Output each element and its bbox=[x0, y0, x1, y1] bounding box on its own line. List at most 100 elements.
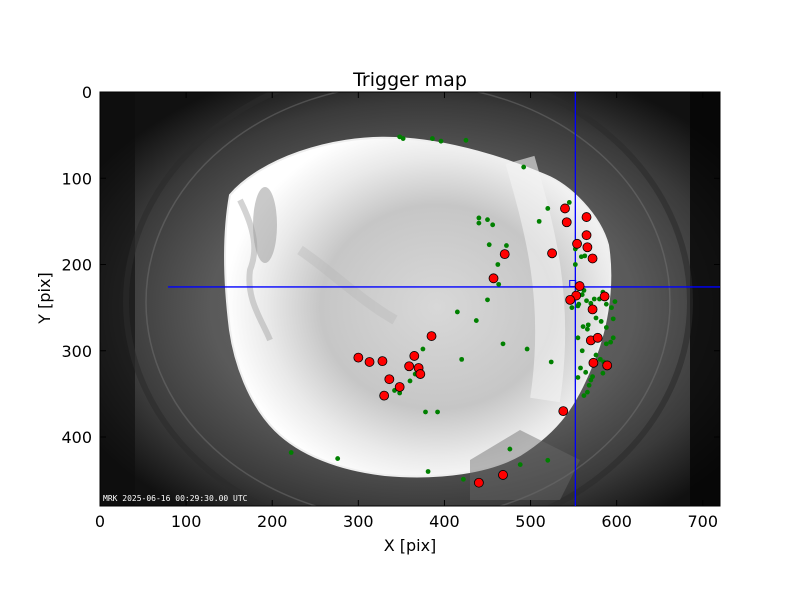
x-axis: 0 100 200 300 400 500 600 700 bbox=[95, 92, 718, 531]
green-detection-series bbox=[288, 134, 618, 482]
green-detection-point bbox=[524, 346, 530, 352]
green-detection-point bbox=[429, 136, 435, 141]
sky-image bbox=[100, 92, 720, 506]
red-trigger-point bbox=[426, 331, 437, 341]
y-axis: 0 100 200 300 400 bbox=[61, 83, 720, 447]
green-detection-point bbox=[608, 339, 614, 345]
green-detection-point bbox=[575, 303, 581, 309]
red-trigger-point bbox=[572, 238, 582, 249]
x-tick-label: 700 bbox=[688, 512, 719, 531]
green-detection-point bbox=[545, 457, 551, 463]
green-detection-point bbox=[400, 136, 406, 141]
green-detection-point bbox=[575, 335, 581, 341]
chart-title: Trigger map bbox=[352, 69, 467, 91]
green-detection-point bbox=[603, 341, 609, 347]
red-trigger-point bbox=[488, 273, 499, 284]
green-detection-point bbox=[584, 298, 589, 304]
green-detection-point bbox=[581, 393, 587, 398]
green-detection-point bbox=[548, 359, 554, 365]
y-tick-label: 0 bbox=[82, 83, 92, 102]
green-detection-point bbox=[583, 369, 589, 375]
red-trigger-point bbox=[384, 374, 395, 385]
green-detection-point bbox=[420, 346, 426, 352]
red-trigger-point bbox=[582, 242, 593, 253]
x-axis-label: X [pix] bbox=[384, 536, 437, 555]
green-detection-point bbox=[521, 164, 527, 170]
green-detection-point bbox=[575, 375, 581, 380]
green-detection-point bbox=[579, 348, 585, 354]
green-detection-point bbox=[610, 316, 616, 322]
green-detection-point bbox=[397, 390, 403, 396]
green-detection-point bbox=[486, 242, 492, 248]
red-trigger-point bbox=[498, 470, 508, 480]
plot-frame bbox=[99, 91, 721, 507]
green-detection-point bbox=[476, 215, 482, 221]
red-trigger-point bbox=[353, 352, 364, 363]
green-detection-point bbox=[335, 456, 341, 461]
x-tick-label: 300 bbox=[343, 512, 374, 531]
green-detection-point bbox=[588, 377, 594, 383]
green-detection-point bbox=[496, 281, 502, 287]
green-detection-point bbox=[591, 296, 597, 302]
red-trigger-point bbox=[377, 356, 388, 367]
green-detection-point bbox=[584, 389, 590, 395]
green-detection-point bbox=[476, 220, 482, 226]
red-trigger-point bbox=[409, 351, 420, 361]
red-trigger-point bbox=[379, 390, 390, 401]
green-detection-point bbox=[566, 200, 572, 205]
green-detection-point bbox=[500, 341, 506, 347]
green-detection-point bbox=[603, 301, 609, 307]
red-trigger-point bbox=[592, 332, 603, 343]
green-detection-point bbox=[593, 352, 599, 358]
red-trigger-point bbox=[565, 294, 576, 305]
red-trigger-point bbox=[588, 357, 599, 368]
red-trigger-series bbox=[353, 203, 613, 488]
red-trigger-point bbox=[581, 212, 592, 222]
red-trigger-point bbox=[602, 360, 613, 371]
green-detection-point bbox=[495, 262, 501, 267]
red-trigger-point bbox=[587, 253, 598, 264]
red-trigger-point bbox=[560, 203, 570, 214]
red-trigger-point bbox=[394, 382, 405, 392]
green-detection-point bbox=[507, 446, 513, 452]
green-detection-point bbox=[585, 322, 591, 328]
green-detection-point bbox=[435, 409, 440, 415]
x-tick-label: 400 bbox=[429, 512, 460, 531]
y-tick-label: 200 bbox=[61, 256, 92, 275]
y-tick-label: 400 bbox=[61, 428, 92, 447]
green-detection-point bbox=[612, 299, 618, 304]
red-trigger-point bbox=[499, 249, 510, 260]
green-detection-point bbox=[454, 309, 460, 315]
x-tick-label: 0 bbox=[95, 512, 105, 531]
green-detection-point bbox=[582, 253, 588, 259]
red-trigger-point bbox=[561, 217, 572, 228]
green-detection-point bbox=[485, 217, 490, 223]
green-detection-point bbox=[593, 315, 599, 321]
red-trigger-point bbox=[364, 357, 375, 367]
green-detection-point bbox=[517, 462, 523, 467]
green-detection-point bbox=[425, 469, 431, 474]
x-tick-label: 100 bbox=[171, 512, 202, 531]
green-detection-point bbox=[485, 297, 490, 303]
red-trigger-point bbox=[587, 304, 598, 315]
green-detection-point bbox=[407, 378, 413, 384]
green-detection-point bbox=[459, 356, 465, 362]
red-trigger-point bbox=[581, 230, 592, 241]
green-detection-point bbox=[423, 409, 428, 415]
green-detection-point bbox=[584, 326, 590, 332]
red-trigger-point bbox=[415, 369, 426, 379]
red-trigger-point bbox=[574, 281, 585, 291]
green-detection-point bbox=[597, 356, 603, 362]
green-detection-point bbox=[473, 318, 479, 323]
green-detection-point bbox=[586, 382, 592, 388]
y-axis-label: Y [pix] bbox=[35, 272, 54, 324]
y-tick-label: 300 bbox=[61, 342, 92, 361]
green-detection-point bbox=[438, 138, 444, 144]
green-detection-point bbox=[603, 325, 609, 330]
green-detection-point bbox=[580, 324, 586, 329]
x-tick-label: 200 bbox=[257, 512, 288, 531]
green-detection-point bbox=[598, 319, 604, 324]
green-detection-point bbox=[463, 137, 469, 143]
green-detection-point bbox=[569, 305, 575, 311]
green-detection-point bbox=[490, 222, 496, 228]
